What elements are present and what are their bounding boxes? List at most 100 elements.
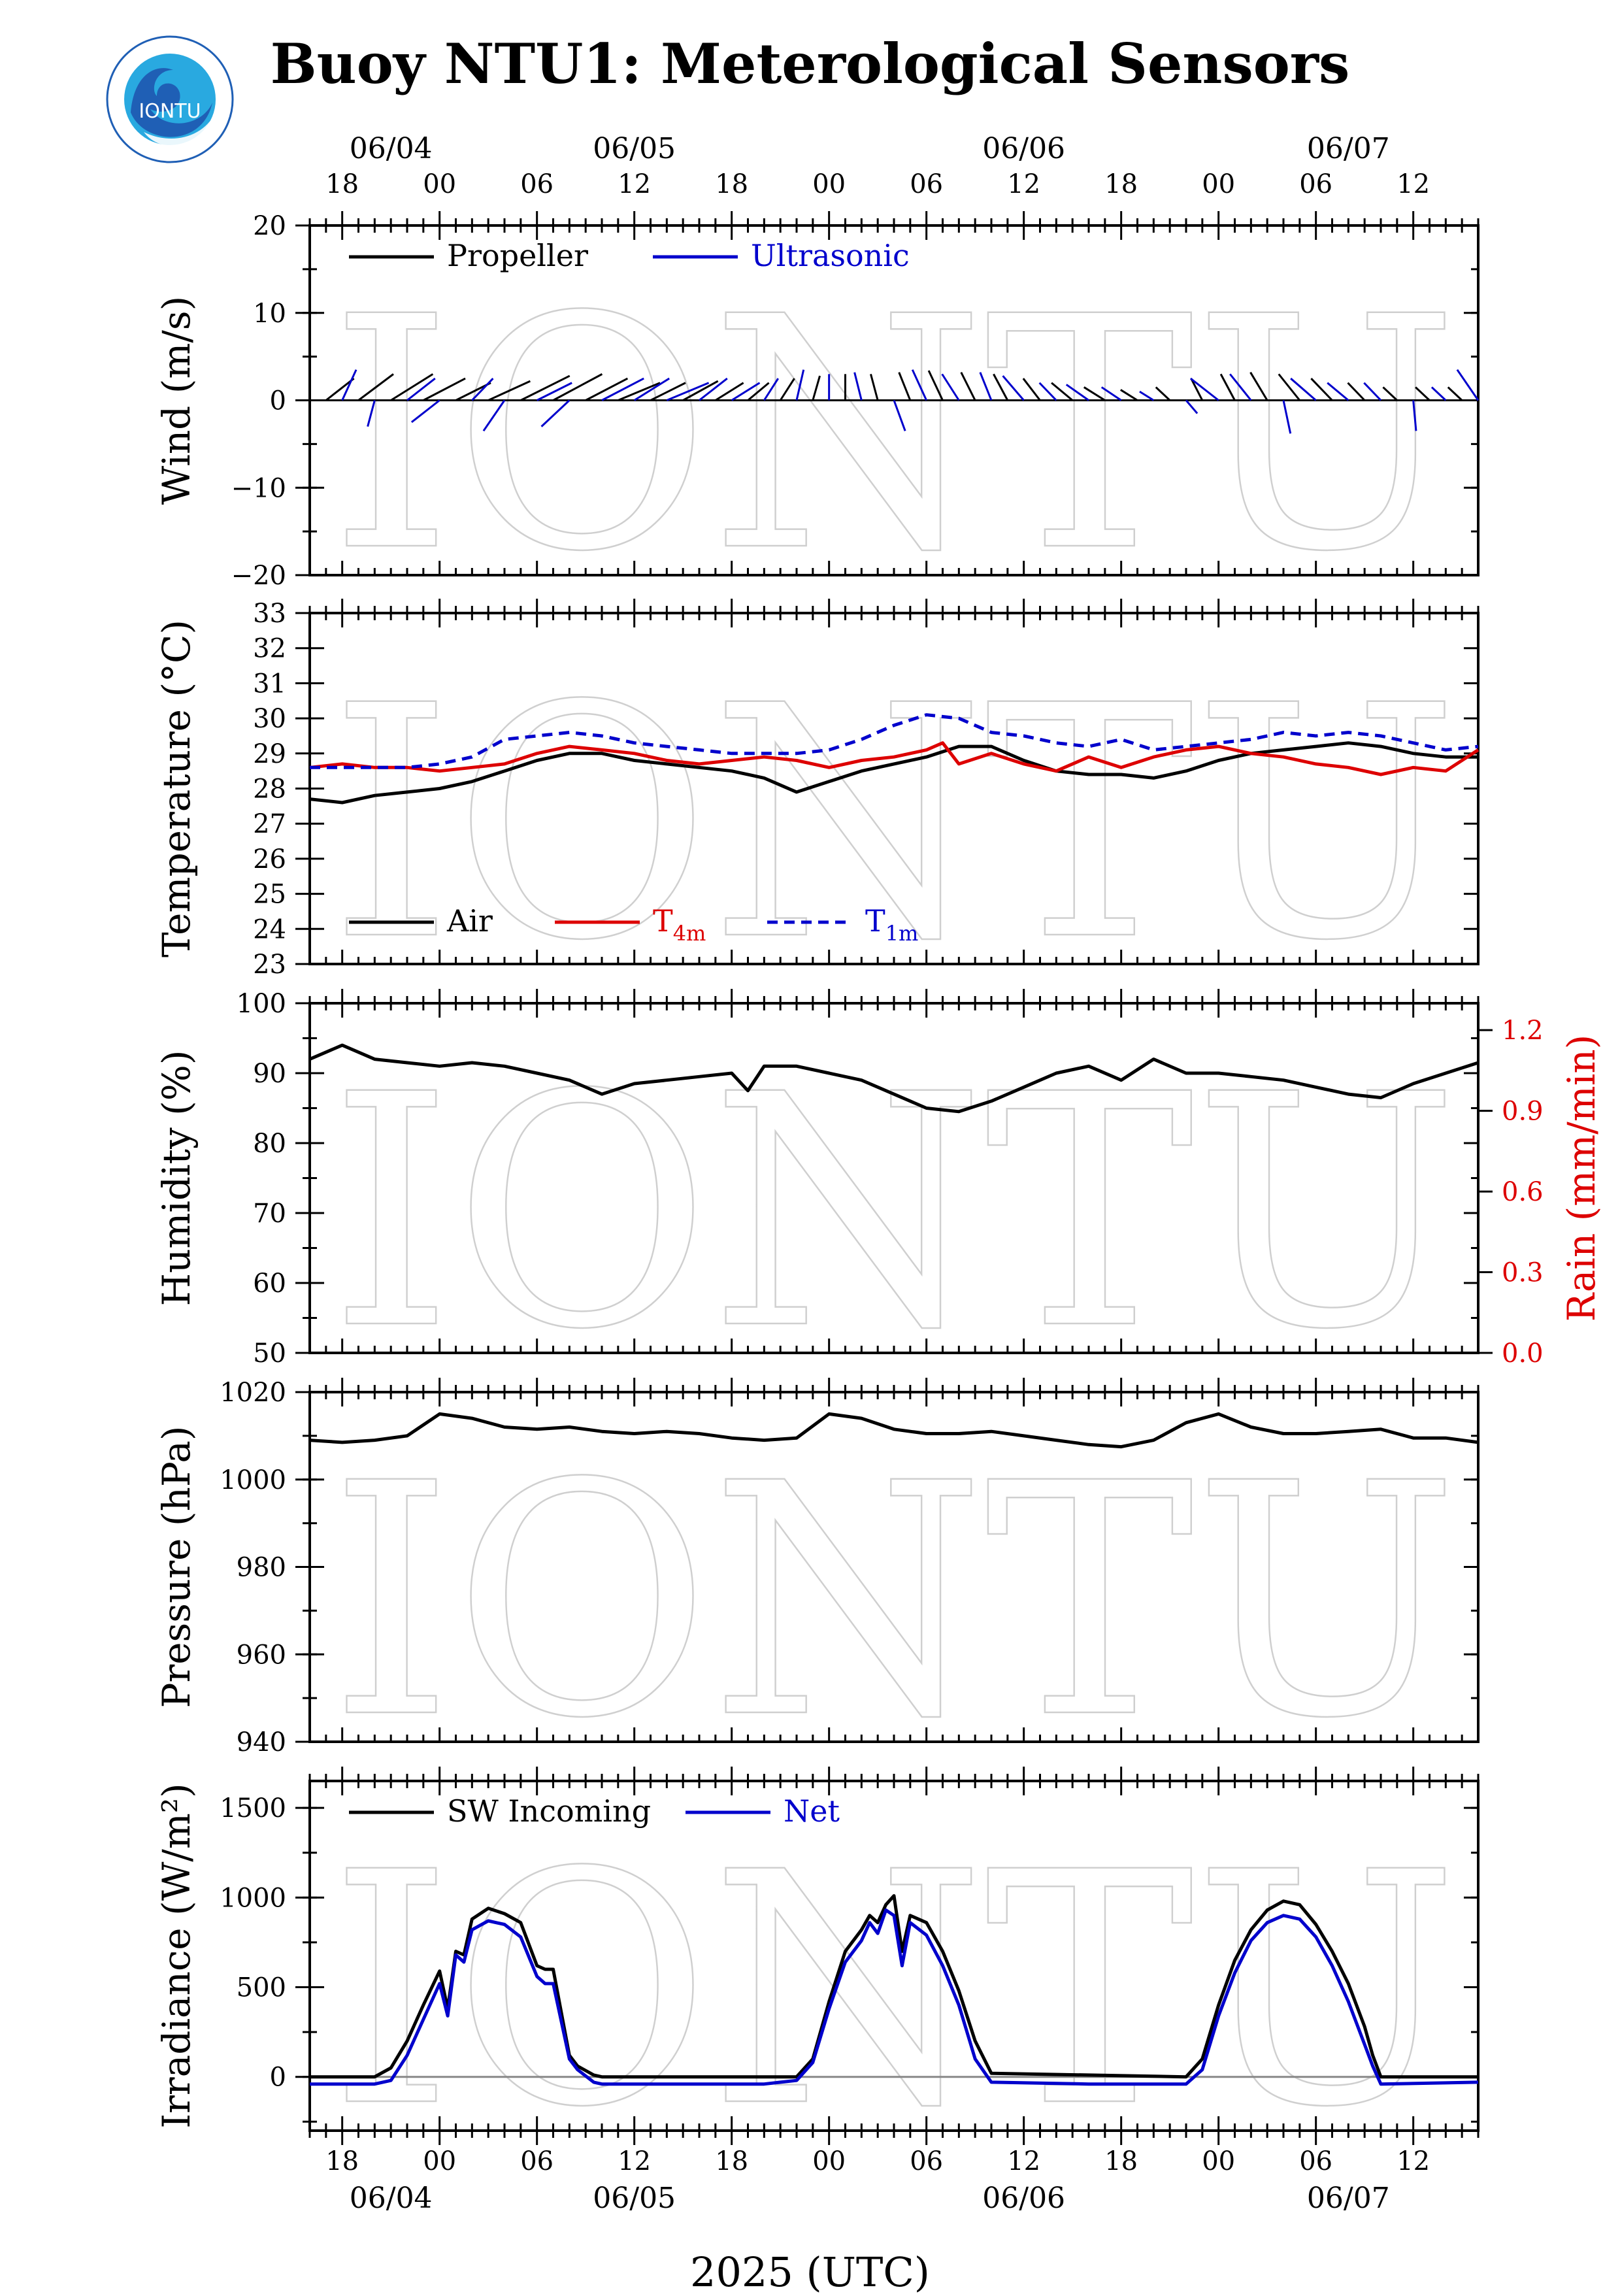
wind-stick: [1290, 377, 1317, 401]
watermark-group: IONTU: [329, 1803, 1460, 2178]
wind-stick: [666, 382, 710, 401]
wind-stick: [1415, 386, 1430, 401]
wind-stick: [520, 374, 570, 401]
iontu-logo: IONTU: [105, 34, 235, 165]
wind-stick: [941, 373, 960, 401]
wind-stick: [357, 373, 394, 401]
y-tick-label: 940: [237, 1727, 286, 1757]
y-tick-label: 1000: [220, 1883, 286, 1913]
wind-stick: [870, 373, 879, 401]
y2-tick-label: 1.2: [1502, 1016, 1544, 1046]
bottom-hour-tick-label: 06: [520, 2146, 554, 2176]
wind-stick: [682, 380, 719, 401]
series-line-t4m: [309, 741, 1479, 776]
wind-stick: [1363, 382, 1382, 401]
watermark-group: IONTU: [329, 1025, 1460, 1401]
y-tick-label: 30: [253, 704, 286, 734]
y-tick-label: 0: [270, 386, 286, 416]
y-tick-label: 10: [253, 299, 286, 329]
wind-stick: [1185, 399, 1198, 414]
legend-label: Net: [784, 1793, 840, 1829]
wind-stick: [601, 377, 644, 401]
y-tick-label: 0: [270, 2063, 286, 2093]
wind-stick: [650, 382, 686, 401]
wind-stick: [540, 399, 570, 427]
y-tick-label: 90: [253, 1059, 286, 1089]
top-hour-tick-label: 06: [910, 169, 943, 199]
wind-stick: [423, 377, 466, 401]
wind-stick: [763, 378, 779, 401]
series-line-pressure: [309, 1412, 1479, 1449]
top-hour-tick-label: 18: [325, 169, 359, 199]
y-tick-label: 50: [253, 1339, 286, 1369]
wind-stick: [1038, 382, 1057, 401]
wind-stick: [552, 373, 603, 401]
wind-stick: [1189, 377, 1219, 401]
wind-stick: [898, 372, 912, 401]
watermark-group: IONTU: [329, 1414, 1460, 1789]
bottom-hour-tick-label: 12: [1007, 2146, 1040, 2176]
y-axis-label: Wind (m/s): [154, 296, 199, 505]
wind-stick: [471, 378, 494, 401]
wind-stick: [1382, 386, 1398, 401]
wind-stick: [390, 373, 434, 401]
bottom-hour-tick-label: 00: [812, 2146, 846, 2176]
wind-stick: [367, 400, 376, 427]
bottom-hour-tick-label: 18: [1104, 2146, 1138, 2176]
y-tick-label: 33: [253, 599, 286, 629]
iontu-watermark: IONTU: [329, 1026, 1459, 1399]
top-date-label: 06/07: [1307, 132, 1390, 165]
wind-stick: [731, 382, 761, 401]
wind-stick: [927, 370, 944, 401]
y-tick-label: 80: [253, 1129, 286, 1159]
series-line-sw-incoming: [310, 1894, 1478, 2079]
y-tick-label: 60: [253, 1269, 286, 1299]
bottom-date-label: 06/07: [1307, 2182, 1390, 2215]
wind-stick: [795, 369, 805, 401]
wind-stick: [633, 377, 670, 401]
y-tick-label: 32: [253, 634, 286, 664]
y-tick-label: −20: [231, 561, 286, 591]
top-hour-tick-label: 18: [715, 169, 748, 199]
top-hour-tick-label: 12: [618, 169, 651, 199]
bottom-hour-tick-label: 12: [1397, 2146, 1430, 2176]
wind-stick: [1022, 378, 1041, 401]
wind-stick: [536, 382, 572, 401]
legend-label: Air: [446, 903, 493, 939]
wind-stick: [1430, 386, 1447, 401]
iontu-watermark: IONTU: [329, 248, 1459, 622]
logo-seal-icon: IONTU: [106, 35, 234, 163]
wind-stick: [1002, 375, 1025, 401]
y2-tick-label: 0.0: [1502, 1339, 1544, 1369]
watermark-group: IONTU: [329, 637, 1460, 1012]
wind-stick: [893, 399, 906, 431]
svg-text:IONTU: IONTU: [139, 100, 201, 123]
wind-stick: [482, 399, 506, 432]
wind-stick: [1065, 384, 1089, 401]
wind-stick: [1347, 382, 1366, 401]
legend-label: Ultrasonic: [751, 238, 910, 273]
top-hour-tick-label: 12: [1007, 169, 1040, 199]
wind-stick: [1139, 390, 1155, 401]
page-title: Buoy NTU1: Meterological Sensors: [270, 31, 1350, 96]
wind-stick: [747, 382, 770, 401]
wind-stick: [406, 377, 436, 401]
wind-stick: [911, 369, 928, 401]
y2-tick-label: 0.9: [1502, 1097, 1544, 1127]
y-tick-label: 26: [253, 844, 286, 874]
y-tick-label: 960: [237, 1640, 286, 1670]
y-tick-label: 1020: [220, 1378, 286, 1408]
wind-stick: [812, 375, 821, 401]
bottom-hour-tick-label: 00: [423, 2146, 456, 2176]
wind-stick: [1412, 400, 1417, 431]
bottom-hour-tick-label: 06: [910, 2146, 943, 2176]
wind-stick: [1229, 373, 1252, 401]
wind-stick: [1100, 386, 1122, 401]
legend-label: SW Incoming: [447, 1793, 651, 1829]
wind-stick: [1249, 371, 1268, 401]
top-hour-tick-label: 06: [520, 169, 554, 199]
bottom-date-label: 06/04: [350, 2182, 433, 2215]
y-tick-label: −10: [231, 473, 286, 503]
wind-stick: [1155, 386, 1171, 401]
